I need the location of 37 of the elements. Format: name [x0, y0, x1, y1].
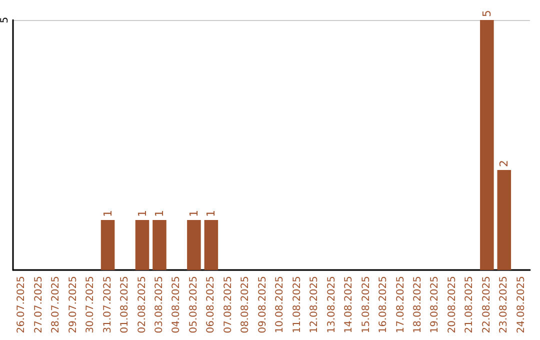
data-label: 1 — [101, 210, 114, 217]
x-tick-label: 03.08.2025 — [154, 276, 165, 334]
x-tick-label: 24.08.2025 — [516, 276, 527, 334]
x-tick-label: 15.08.2025 — [360, 276, 372, 334]
x-tick-label: 01.08.2025 — [120, 276, 131, 334]
x-tick-label: 29.07.2025 — [68, 276, 79, 334]
x-tick-label: 11.08.2025 — [292, 276, 303, 334]
x-tick-label: 13.08.2025 — [326, 276, 338, 334]
x-tick-label: 09.08.2025 — [257, 276, 268, 334]
x-tick-label: 26.07.2025 — [16, 276, 28, 334]
x-tick-label: 16.08.2025 — [378, 276, 390, 334]
x-tick-label: 20.08.2025 — [446, 276, 458, 334]
x-tick-label: 04.08.2025 — [171, 276, 182, 334]
data-label: 1 — [152, 210, 166, 217]
x-tick-label: 07.08.2025 — [222, 276, 234, 334]
data-label: 2 — [498, 160, 511, 167]
x-tick-label: 05.08.2025 — [188, 276, 200, 334]
x-tick-label: 10.08.2025 — [274, 276, 286, 334]
x-tick-label: 23.08.2025 — [498, 276, 510, 334]
x-tick-label: 08.08.2025 — [240, 276, 252, 334]
x-tick-label: 31.07.2025 — [102, 276, 114, 334]
x-tick-label: 06.08.2025 — [206, 276, 217, 334]
x-tick-label: 22.08.2025 — [481, 276, 492, 334]
x-tick-label: 12.08.2025 — [309, 276, 320, 334]
x-tick-label: 27.07.2025 — [33, 276, 44, 334]
x-tick-label: 30.07.2025 — [85, 276, 96, 334]
data-label: 5 — [480, 10, 494, 17]
x-tick-label: 19.08.2025 — [430, 276, 441, 334]
x-tick-label: 21.08.2025 — [464, 276, 476, 334]
data-label: 1 — [187, 210, 200, 217]
data-label: 1 — [204, 210, 218, 217]
x-tick-label: 18.08.2025 — [412, 276, 424, 334]
data-label: 1 — [136, 210, 149, 217]
x-tick-label: 17.08.2025 — [395, 276, 406, 334]
x-tick-label: 14.08.2025 — [344, 276, 355, 334]
x-tick-label: 28.07.2025 — [50, 276, 62, 334]
x-tick-label: 02.08.2025 — [136, 276, 148, 334]
